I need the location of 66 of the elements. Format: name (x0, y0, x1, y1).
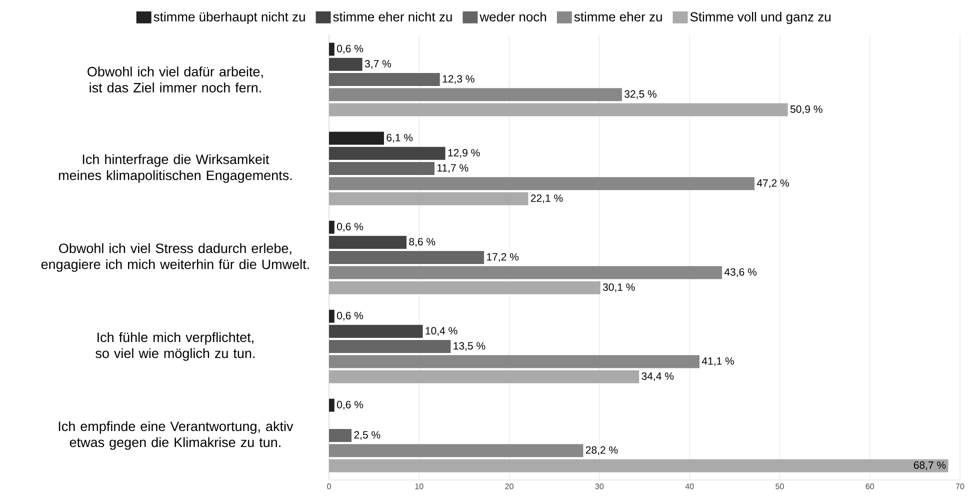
legend-label: stimme eher nicht zu (333, 12, 452, 22)
bar (329, 459, 948, 472)
bar (329, 58, 362, 71)
bar (329, 103, 788, 116)
data-label: 11,7 % (437, 164, 468, 173)
x-tick-label: 60 (866, 484, 874, 490)
data-label: 12,9 % (448, 149, 480, 158)
bar (329, 236, 407, 249)
bar (329, 146, 446, 160)
data-label: 17,2 % (487, 253, 519, 262)
x-tick-label: 70 (956, 484, 964, 490)
y-tick-label: Ich hinterfrage die Wirksamkeit meines klimapolitischen Engagements. (58, 154, 292, 183)
data-label: 13,5 % (454, 342, 486, 351)
x-tick-label: 0 (327, 484, 331, 490)
bar (329, 73, 440, 86)
bar (329, 266, 722, 280)
bar (329, 162, 434, 176)
bar (329, 281, 600, 294)
bar (329, 177, 754, 190)
bar (329, 42, 334, 56)
bar (329, 324, 423, 338)
bar (329, 251, 484, 264)
bar (329, 355, 700, 368)
x-tick-label: 30 (595, 484, 604, 490)
legend-label: Stimme voll und ganz zu (690, 12, 830, 24)
data-label: 22,1 % (530, 194, 563, 204)
x-tick-label: 10 (415, 484, 424, 490)
data-label: 6,1 % (386, 134, 413, 143)
data-label: 32,5 % (624, 90, 656, 99)
bar (329, 398, 334, 412)
data-label: 30,1 % (602, 283, 635, 292)
y-tick-label: Obwohl ich viel dafür arbeite, ist das Ziel immer noch fern. (88, 66, 263, 92)
data-label: 0,6 % (337, 312, 364, 321)
data-label: 8,6 % (409, 238, 436, 247)
data-label: 47,2 % (756, 179, 789, 188)
bar (329, 88, 622, 102)
x-tick-label: 40 (685, 484, 694, 490)
bar (329, 310, 334, 323)
data-label: 28,2 % (586, 446, 618, 455)
y-tick-label: Ich fühle mich verpflichtet, so viel wie möglich zu tun. (96, 332, 254, 361)
bar (329, 340, 451, 353)
data-label: 2,5 % (354, 431, 380, 440)
data-label: 0,6 % (337, 44, 364, 54)
bar (329, 220, 334, 234)
data-label: 68,7 % (914, 461, 946, 470)
bar (329, 192, 528, 206)
data-label: 34,4 % (642, 372, 674, 382)
x-tick-label: 20 (505, 484, 514, 490)
data-label: 3,7 % (364, 60, 392, 69)
legend-label: weder noch (480, 12, 546, 22)
y-tick-label: Obwohl ich viel Stress dadurch erlebe, engagiere ich mich weiterhin für die Umwelt. (41, 243, 309, 272)
bar (329, 132, 384, 145)
data-label: 12,3 % (442, 75, 474, 84)
legend-label: stimme überhaupt nicht zu (154, 12, 305, 24)
data-label: 41,1 % (702, 357, 734, 366)
legend-label: stimme eher zu (574, 12, 662, 22)
bar (329, 429, 352, 442)
data-label: 43,6 % (724, 268, 757, 277)
data-label: 0,6 % (337, 400, 364, 410)
x-tick-label: 50 (776, 484, 784, 490)
data-label: 0,6 % (337, 222, 364, 232)
bar (329, 444, 584, 458)
data-label: 50,9 % (790, 105, 822, 114)
bar (329, 370, 640, 384)
data-label: 10,4 % (426, 327, 458, 336)
y-tick-label: Ich empfinde eine Verantwortung, aktiv etwas gegen die Klimakrise zu tun. (58, 421, 294, 450)
